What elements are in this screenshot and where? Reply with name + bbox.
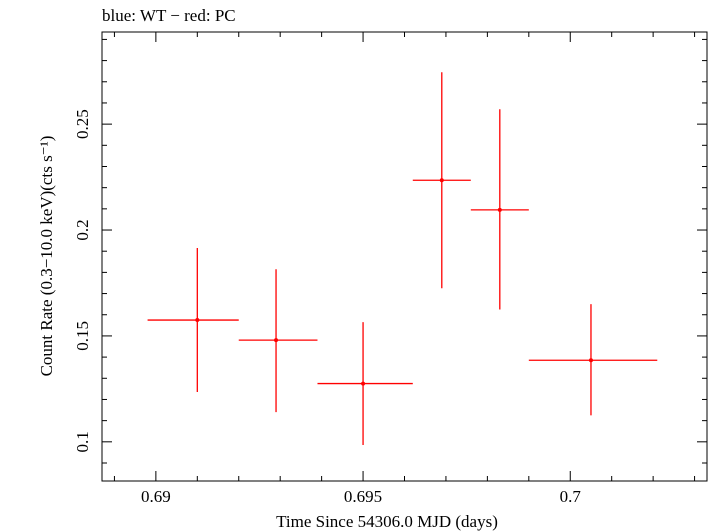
data-marker	[274, 338, 279, 343]
data-marks	[147, 72, 658, 445]
data-point	[412, 72, 471, 289]
plot-frame	[101, 31, 708, 482]
data-marker	[497, 207, 502, 212]
y-tick-label: 0.15	[73, 321, 92, 351]
data-marker	[361, 381, 366, 386]
data-point	[147, 248, 239, 393]
y-axis-label: Count Rate (0.3−10.0 keV)(cts s⁻¹)	[37, 136, 56, 377]
data-point	[238, 269, 318, 413]
data-point	[317, 322, 413, 445]
axis-ticks: 0.69 0.695 0.7 0.1 0.15 0.2 0.25	[73, 32, 707, 506]
data-point	[528, 304, 658, 416]
data-marker	[439, 178, 444, 183]
data-point	[470, 109, 529, 310]
data-marker	[195, 318, 200, 323]
y-tick-label: 0.1	[73, 431, 92, 452]
y-tick-label: 0.25	[73, 109, 92, 139]
x-tick-label: 0.69	[141, 487, 171, 506]
data-marker	[588, 358, 593, 363]
x-axis-label: Time Since 54306.0 MJD (days)	[276, 512, 498, 531]
x-tick-label: 0.695	[344, 487, 382, 506]
x-tick-label: 0.7	[560, 487, 582, 506]
y-tick-label: 0.2	[73, 219, 92, 240]
chart-title: blue: WT − red: PC	[102, 6, 236, 25]
